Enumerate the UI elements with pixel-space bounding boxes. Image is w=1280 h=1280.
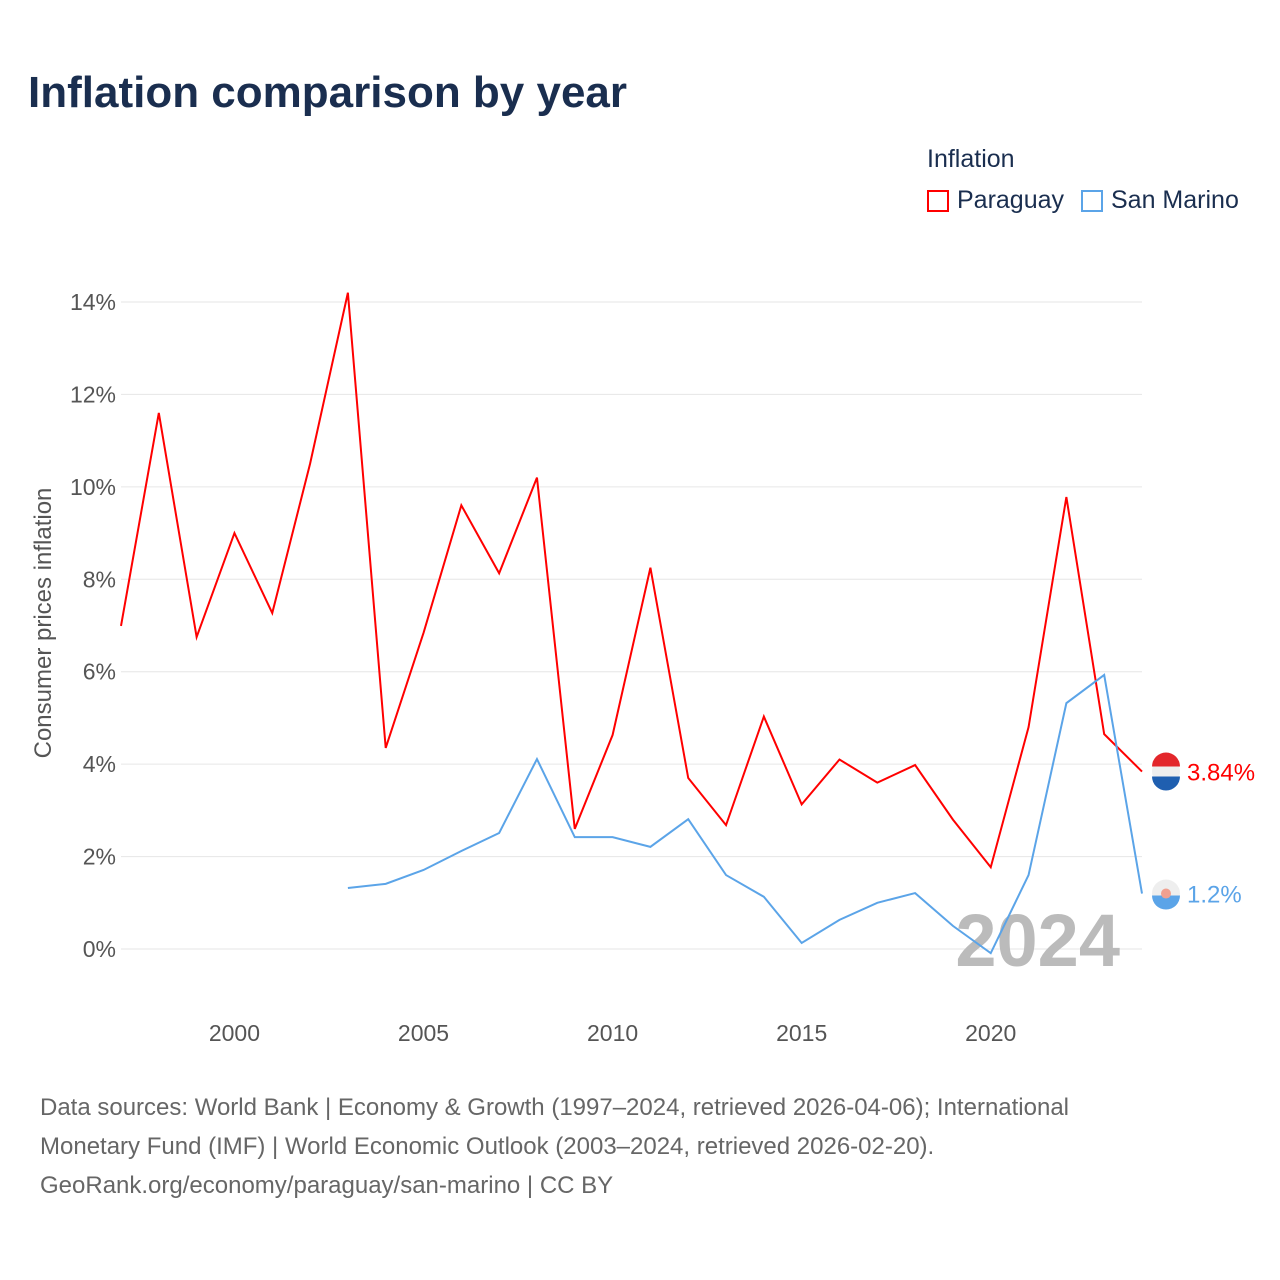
- x-tick-label: 2020: [965, 1020, 1016, 1046]
- y-tick-label: 12%: [70, 381, 116, 407]
- y-axis-label: Consumer prices inflation: [30, 488, 57, 759]
- source-line: Data sources: World Bank | Economy & Gro…: [40, 1094, 1070, 1121]
- y-tick-label: 14%: [70, 289, 116, 315]
- source-note: Data sources: World Bank | Economy & Gro…: [40, 1088, 1240, 1205]
- source-line: GeoRank.org/economy/paraguay/san-marino …: [40, 1172, 614, 1199]
- flag-emblem: [1161, 888, 1171, 899]
- legend-item-san-marino[interactable]: San Marino: [1081, 186, 1239, 215]
- legend-label: Paraguay: [957, 186, 1065, 214]
- series-line-san-marino: [347, 673, 1143, 955]
- y-tick-label: 4%: [83, 751, 116, 777]
- x-tick-label: 2015: [776, 1020, 827, 1046]
- year-watermark: 2024: [955, 899, 1120, 982]
- legend-item-paraguay[interactable]: Paraguay: [927, 186, 1064, 215]
- legend-title: Inflation: [927, 145, 1015, 173]
- legend-swatch: [927, 189, 949, 212]
- y-tick-label: 0%: [83, 936, 116, 962]
- y-tick-label: 2%: [83, 844, 116, 870]
- end-value-label: 3.84%: [1187, 760, 1255, 787]
- flag-stripe: [1152, 776, 1181, 791]
- flag-stripe: [1152, 895, 1181, 910]
- x-tick-label: 2005: [398, 1020, 449, 1046]
- flag-stripe: [1152, 752, 1181, 767]
- series-line-paraguay: [120, 292, 1143, 870]
- y-tick-label: 10%: [70, 474, 116, 500]
- x-tick-label: 2000: [209, 1020, 260, 1046]
- legend-swatch: [1081, 189, 1103, 212]
- end-value-label: 1.2%: [1187, 882, 1242, 909]
- legend-label: San Marino: [1111, 186, 1239, 214]
- x-tick-label: 2010: [587, 1020, 638, 1046]
- source-line: Monetary Fund (IMF) | World Economic Out…: [40, 1133, 935, 1160]
- y-tick-label: 6%: [83, 659, 116, 685]
- chart-plot: 0% 2% 4% 6% 8% 10% 12% 14% 2000 2005 2010 2015 2020 C…: [30, 289, 1255, 1046]
- chart-title: Inflation comparison by year: [28, 68, 628, 117]
- y-tick-label: 8%: [83, 566, 116, 592]
